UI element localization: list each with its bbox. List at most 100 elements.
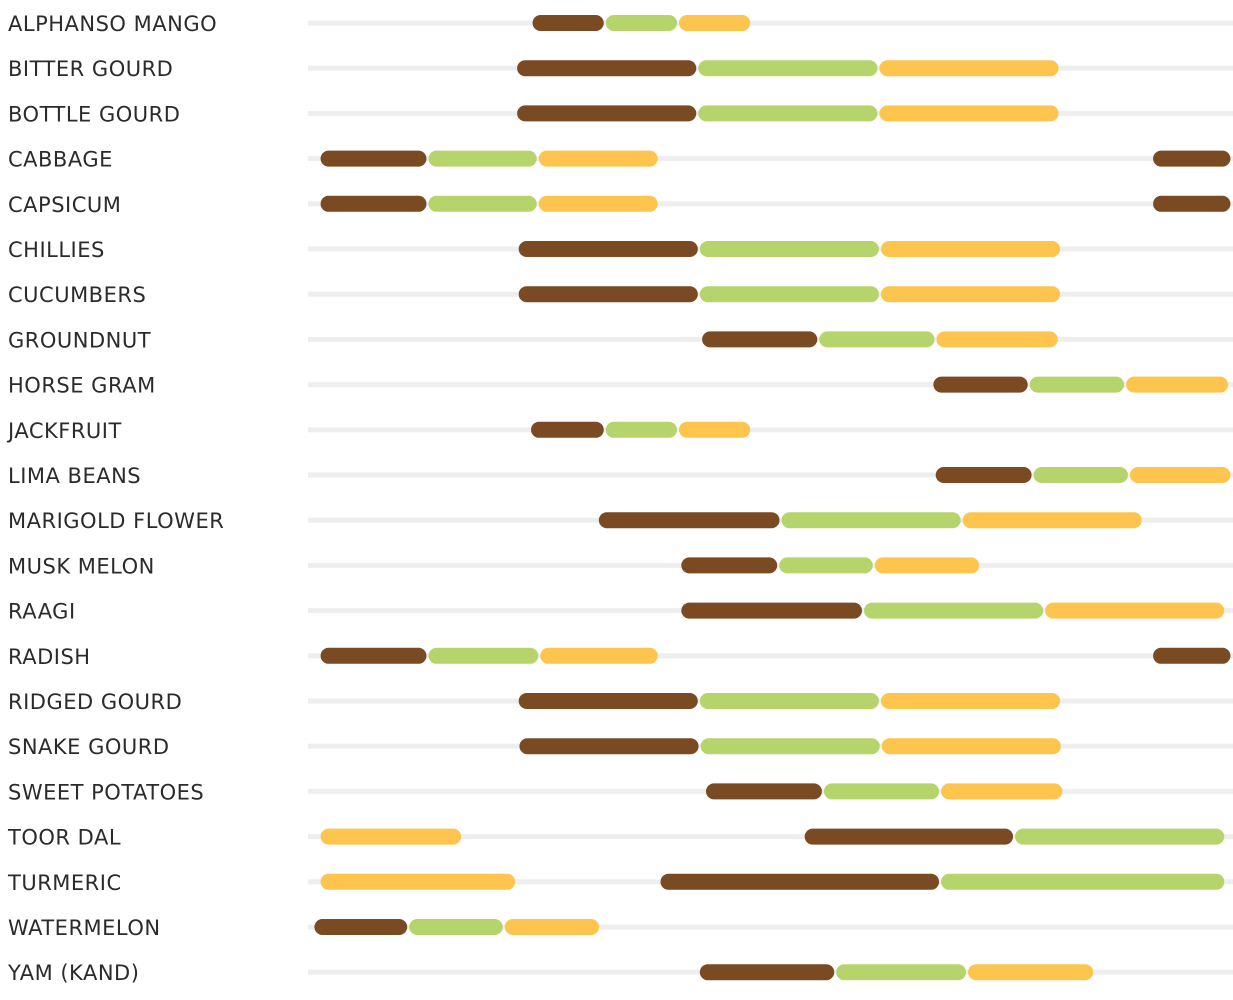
bar-segment-phase1 xyxy=(1153,150,1231,167)
row-label: RAAGI xyxy=(8,600,76,624)
bar-segment-phase1 xyxy=(804,828,1014,845)
row-label: CABBAGE xyxy=(8,148,113,172)
bar-segment-phase2 xyxy=(698,60,878,77)
bar-segment-phase1 xyxy=(935,467,1032,483)
row-track xyxy=(308,427,1233,433)
bar-segment-phase2 xyxy=(409,919,503,935)
bar-segment-phase3 xyxy=(679,15,751,31)
bar-segment-phase1 xyxy=(681,557,778,574)
bar-segment-phase2 xyxy=(698,105,878,122)
bar-segment-phase2 xyxy=(605,15,677,31)
bar-segment-phase3 xyxy=(1045,602,1225,619)
row-label: TOOR DAL xyxy=(7,826,121,850)
bar-segment-phase1 xyxy=(1153,647,1231,664)
row-track xyxy=(308,156,1233,162)
bar-segment-phase3 xyxy=(879,105,1059,122)
bar-segment-phase2 xyxy=(941,873,1225,890)
row-track xyxy=(308,20,1233,26)
bar-segment-phase1 xyxy=(518,241,698,257)
row-label: YAM (KAND) xyxy=(7,961,139,985)
row-track xyxy=(308,653,1233,659)
row-track xyxy=(308,924,1233,930)
bar-segment-phase1 xyxy=(518,286,698,303)
bar-segment-phase3 xyxy=(874,557,980,574)
bar-segment-phase2 xyxy=(819,331,935,348)
row-label: WATERMELON xyxy=(8,916,161,940)
bar-segment-phase1 xyxy=(518,693,698,709)
bar-segment-phase1 xyxy=(598,512,780,529)
bar-segment-phase1 xyxy=(517,60,697,77)
bar-segment-phase1 xyxy=(517,105,697,122)
bar-segment-phase1 xyxy=(532,15,604,31)
row-label: BITTER GOURD xyxy=(8,57,173,81)
bar-segment-phase1 xyxy=(320,647,427,664)
bar-segment-phase2 xyxy=(1015,828,1225,845)
bar-segment-phase1 xyxy=(933,376,1028,393)
row-label: CUCUMBERS xyxy=(8,283,146,307)
bar-segment-phase3 xyxy=(941,783,1063,800)
row-label: RIDGED GOURD xyxy=(8,690,182,714)
bar-segment-phase3 xyxy=(881,738,1061,755)
bar-segment-phase1 xyxy=(681,602,862,619)
row-track xyxy=(308,834,1233,840)
bar-segment-phase1 xyxy=(660,873,940,890)
row-label: MUSK MELON xyxy=(8,554,155,578)
row-track xyxy=(308,201,1233,207)
bar-segment-phase3 xyxy=(540,647,658,664)
row-label: CHILLIES xyxy=(8,238,105,262)
bar-segment-phase3 xyxy=(538,195,658,212)
row-label: MARIGOLD FLOWER xyxy=(8,509,224,533)
bar-segment-phase3 xyxy=(879,60,1059,77)
row-label: HORSE GRAM xyxy=(8,374,156,398)
bar-segment-phase2 xyxy=(779,557,873,574)
bar-segment-phase1 xyxy=(699,964,835,981)
bar-segment-phase3 xyxy=(1126,376,1229,393)
bar-segment-phase1 xyxy=(531,421,604,438)
bar-segment-phase2 xyxy=(1029,376,1125,393)
row-label: GROUNDNUT xyxy=(8,328,151,352)
bar-segment-phase3 xyxy=(320,873,516,890)
bar-segment-phase2 xyxy=(864,602,1044,619)
label-layer: ALPHANSO MANGO BITTER GOURD BOTTLE GOURD CA… xyxy=(6,12,224,985)
bar-segment-phase3 xyxy=(1129,467,1231,483)
bar-segment-phase1 xyxy=(702,331,818,348)
bar-segment-phase2 xyxy=(823,783,940,800)
bar-segment-phase2 xyxy=(699,241,879,257)
bar-segment-phase3 xyxy=(936,331,1058,348)
bar-segment-phase1 xyxy=(320,195,427,212)
bar-segment-phase3 xyxy=(880,693,1061,709)
bar-segment-phase2 xyxy=(836,964,967,981)
row-label: LIMA BEANS xyxy=(8,464,141,488)
row-label: SNAKE GOURD xyxy=(8,735,170,759)
bar-segment-phase2 xyxy=(781,512,961,529)
row-label: RADISH xyxy=(8,645,91,669)
bar-segment-phase3 xyxy=(880,241,1061,257)
bar-segment-phase3 xyxy=(968,964,1094,981)
bar-segment-phase1 xyxy=(320,150,427,167)
row-label: SWEET POTATOES xyxy=(8,780,204,804)
row-label: TURMERIC xyxy=(7,871,122,895)
bar-segment-phase2 xyxy=(1033,467,1128,483)
row-label: ALPHANSO MANGO xyxy=(8,12,217,36)
row-label: BOTTLE GOURD xyxy=(8,102,180,126)
row-track xyxy=(308,472,1233,478)
bar-segment-phase1 xyxy=(705,783,822,800)
bar-segment-phase2 xyxy=(605,421,677,438)
bar-segment-phase3 xyxy=(880,286,1061,303)
bar-segment-phase1 xyxy=(519,738,699,755)
bar-segment-phase2 xyxy=(428,195,537,212)
bar-segment-phase2 xyxy=(699,286,879,303)
bar-segment-phase2 xyxy=(428,150,537,167)
bar-segment-phase1 xyxy=(314,919,408,935)
bar-segment-phase3 xyxy=(679,421,751,438)
bar-segment-phase2 xyxy=(700,738,880,755)
bar-segment-phase2 xyxy=(699,693,879,709)
bar-segment-phase1 xyxy=(1153,195,1231,212)
bar-segment-phase2 xyxy=(428,647,539,664)
row-label: JACKFRUIT xyxy=(6,419,122,443)
bar-layer xyxy=(314,15,1231,981)
bar-segment-phase3 xyxy=(504,919,600,935)
row-track xyxy=(308,382,1233,388)
bar-segment-phase3 xyxy=(962,512,1142,529)
